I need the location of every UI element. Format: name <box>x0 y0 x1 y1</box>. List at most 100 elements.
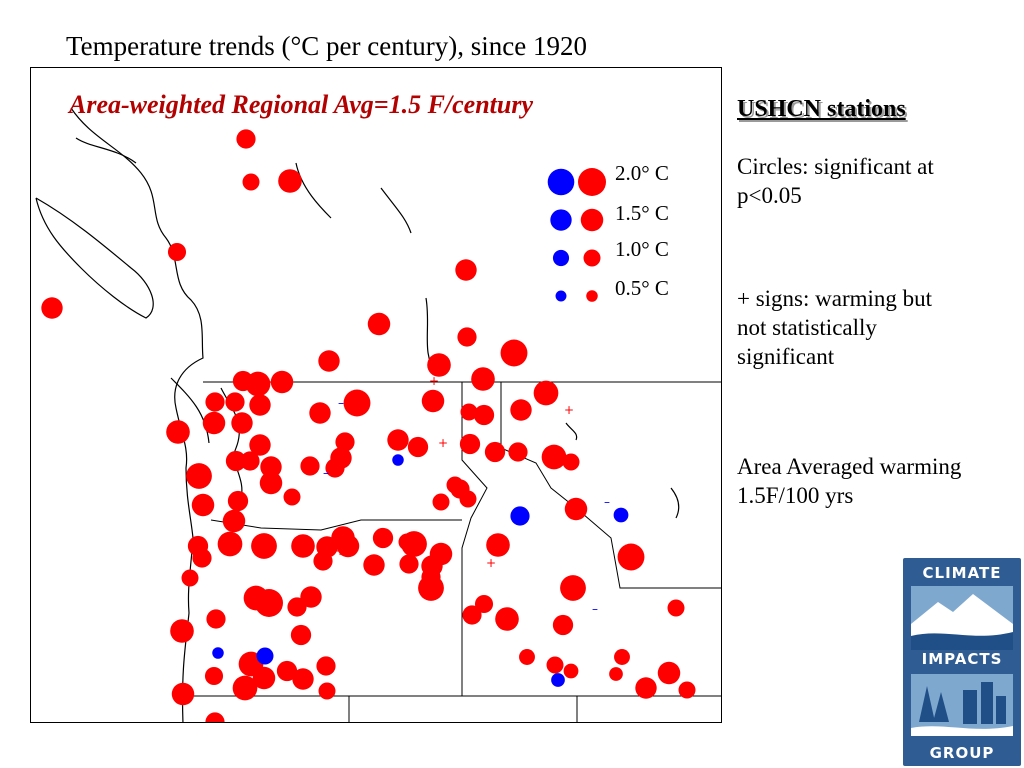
warming-station-marker <box>232 675 258 701</box>
warming-station-marker <box>205 392 225 412</box>
legend-cooling-circle-2 <box>552 249 570 267</box>
logo-text-bottom: GROUP <box>929 744 995 762</box>
warming-station-marker <box>552 614 574 636</box>
warming-station-marker <box>418 575 444 601</box>
cooling-station-marker <box>551 673 565 687</box>
cooling-station-marker <box>392 454 404 466</box>
legend-warming-circle-0 <box>578 168 606 196</box>
warming-station-marker <box>300 586 322 608</box>
warming-station-marker <box>508 442 528 462</box>
wa-or-border <box>210 519 462 531</box>
warming-station-marker <box>474 594 494 614</box>
chart-title: Temperature trends (°C per century), sin… <box>66 31 587 61</box>
warming-station-marker <box>217 531 243 557</box>
warming-station-marker <box>252 666 276 690</box>
nonsignificant-cooling-minus: – <box>604 495 610 509</box>
legend-cooling-circle-1 <box>550 209 572 231</box>
legend-warming-circle-2 <box>583 249 601 267</box>
warming-station-marker <box>336 534 360 558</box>
warming-station-marker <box>202 411 226 435</box>
warming-station-marker <box>170 619 194 643</box>
warming-station-marker <box>316 536 338 558</box>
legend-label-0-5: 0.5° C <box>615 276 669 300</box>
warming-station-marker <box>222 509 246 533</box>
warming-station-marker <box>260 456 282 478</box>
warming-station-marker <box>276 660 298 682</box>
climate-impacts-group-logo: CLIMATE IMPACTS GROUP <box>903 558 1021 766</box>
warming-station-marker <box>240 451 260 471</box>
warming-station-marker <box>245 371 271 397</box>
warming-station-marker <box>181 569 199 587</box>
warming-station-marker <box>429 542 453 566</box>
warming-station-marker <box>387 429 409 451</box>
warming-station-marker <box>510 399 532 421</box>
legend-cooling-circle-0 <box>547 168 575 196</box>
cooling-station-marker <box>212 647 224 659</box>
warming-station-marker <box>460 403 478 421</box>
warming-station-marker <box>421 389 445 413</box>
warming-station-marker <box>564 497 588 521</box>
nonsignificant-cooling-minus: – <box>323 466 329 480</box>
warming-station-marker <box>667 599 685 617</box>
legend-label-1-0: 1.0° C <box>615 237 669 261</box>
warming-station-marker <box>186 463 212 489</box>
warming-station-marker <box>291 534 315 558</box>
warming-station-marker <box>462 605 482 625</box>
legend-label-1-5: 1.5° C <box>615 201 669 225</box>
warming-station-marker <box>519 649 535 665</box>
warming-station-marker <box>259 471 283 495</box>
warming-station-marker <box>560 575 586 601</box>
warming-station-marker <box>617 543 645 571</box>
legend-cooling-circle-3 <box>555 290 567 302</box>
nonsignificant-cooling-minus: – <box>338 396 344 410</box>
idaho-east-border <box>500 382 721 589</box>
warming-station-marker <box>227 490 249 512</box>
warming-station-marker <box>249 434 271 456</box>
nonsignificant-warming-plus: + <box>486 556 496 570</box>
warming-station-marker <box>432 493 450 511</box>
warming-station-marker <box>191 493 215 517</box>
nonsignificant-cooling-minus: – <box>592 602 598 616</box>
warming-station-marker <box>563 663 579 679</box>
plus-note: + signs: warming but not statistically s… <box>737 286 933 369</box>
warming-station-marker <box>330 447 352 469</box>
legend-label-2-0: 2.0° C <box>615 161 669 185</box>
warming-station-marker <box>231 412 253 434</box>
warming-station-marker <box>459 490 477 508</box>
warming-station-marker <box>372 527 394 549</box>
warming-station-marker <box>251 533 277 559</box>
warming-station-marker <box>171 682 195 706</box>
warming-station-marker <box>318 682 336 700</box>
warming-station-marker <box>495 607 519 631</box>
warming-station-marker <box>486 533 510 557</box>
warming-station-marker <box>459 433 481 455</box>
station-markers: + + + + + – – – – <box>41 129 696 722</box>
map-subtitle: Area-weighted Regional Avg=1.5 F/century <box>69 90 534 119</box>
mountain-forest-river-icon <box>911 586 1013 650</box>
warming-station-marker <box>283 488 301 506</box>
warming-station-marker <box>166 420 190 444</box>
warming-station-marker <box>249 394 271 416</box>
lake-2 <box>670 487 680 519</box>
warming-station-marker <box>292 668 314 690</box>
warming-station-marker <box>401 531 427 557</box>
logo-text-middle: IMPACTS <box>921 650 1003 668</box>
warming-station-marker <box>562 453 580 471</box>
warming-station-marker <box>455 259 477 281</box>
cooling-station-marker <box>613 507 629 523</box>
warming-station-marker <box>546 656 564 674</box>
nonsignificant-warming-plus: + <box>564 403 574 417</box>
warming-station-marker <box>167 242 187 262</box>
legend-warming-circle-1 <box>580 208 604 232</box>
warming-station-marker <box>204 666 224 686</box>
warming-station-marker <box>407 436 429 458</box>
warming-station-marker <box>614 649 630 665</box>
warming-station-marker <box>500 339 528 367</box>
warming-station-marker <box>399 554 419 574</box>
warming-station-marker <box>457 327 477 347</box>
circles-note: Circles: significant at p<0.05 <box>737 154 934 208</box>
legend-circles <box>547 168 606 302</box>
forest-city-icon <box>911 674 1013 736</box>
warming-station-marker <box>473 404 495 426</box>
cooling-station-marker <box>510 506 530 526</box>
